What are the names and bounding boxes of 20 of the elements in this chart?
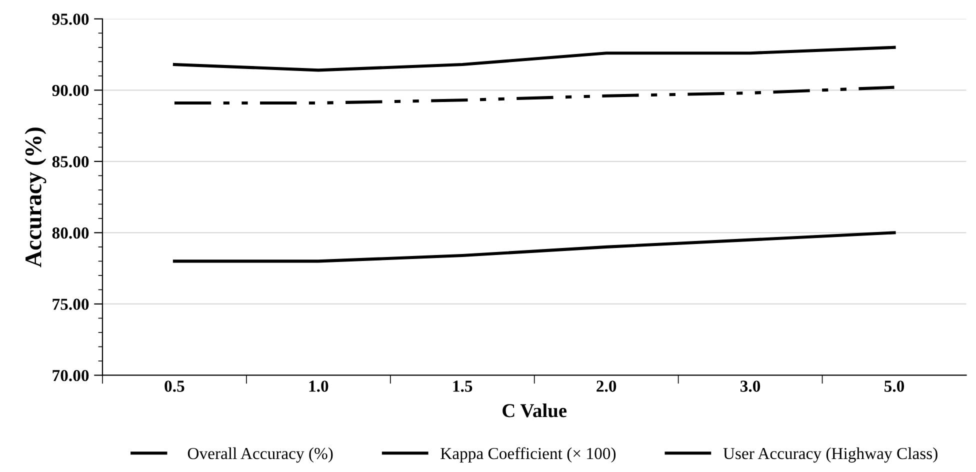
line-series	[172, 86, 896, 105]
x-tick-label: 1.0	[309, 380, 328, 392]
x-tick-label: 1.5	[453, 380, 472, 392]
y-tick-label: 70.00	[52, 370, 89, 382]
y-tick-label: 85.00	[52, 156, 89, 168]
x-tick-label: 5.0	[884, 380, 904, 392]
x-tick-label: 0.5	[164, 380, 184, 392]
y-tick-label: 90.00	[52, 84, 89, 96]
line-series	[172, 231, 896, 263]
x-tick-label: 3.0	[740, 380, 760, 392]
x-axis-title: C Value	[502, 404, 567, 418]
y-tick-label: 80.00	[52, 227, 89, 239]
y-tick-label: 95.00	[52, 14, 89, 25]
y-axis-title: Accuracy (%)	[24, 128, 46, 268]
legend-label: User Accuracy (Highway Class)	[723, 447, 938, 463]
y-tick-label: 75.00	[52, 298, 89, 310]
line-series	[172, 46, 896, 72]
legend-label: Kappa Coefficient (× 100)	[440, 447, 616, 463]
legend-label: Overall Accuracy (%)	[188, 447, 333, 463]
x-tick-label: 2.0	[596, 380, 616, 392]
